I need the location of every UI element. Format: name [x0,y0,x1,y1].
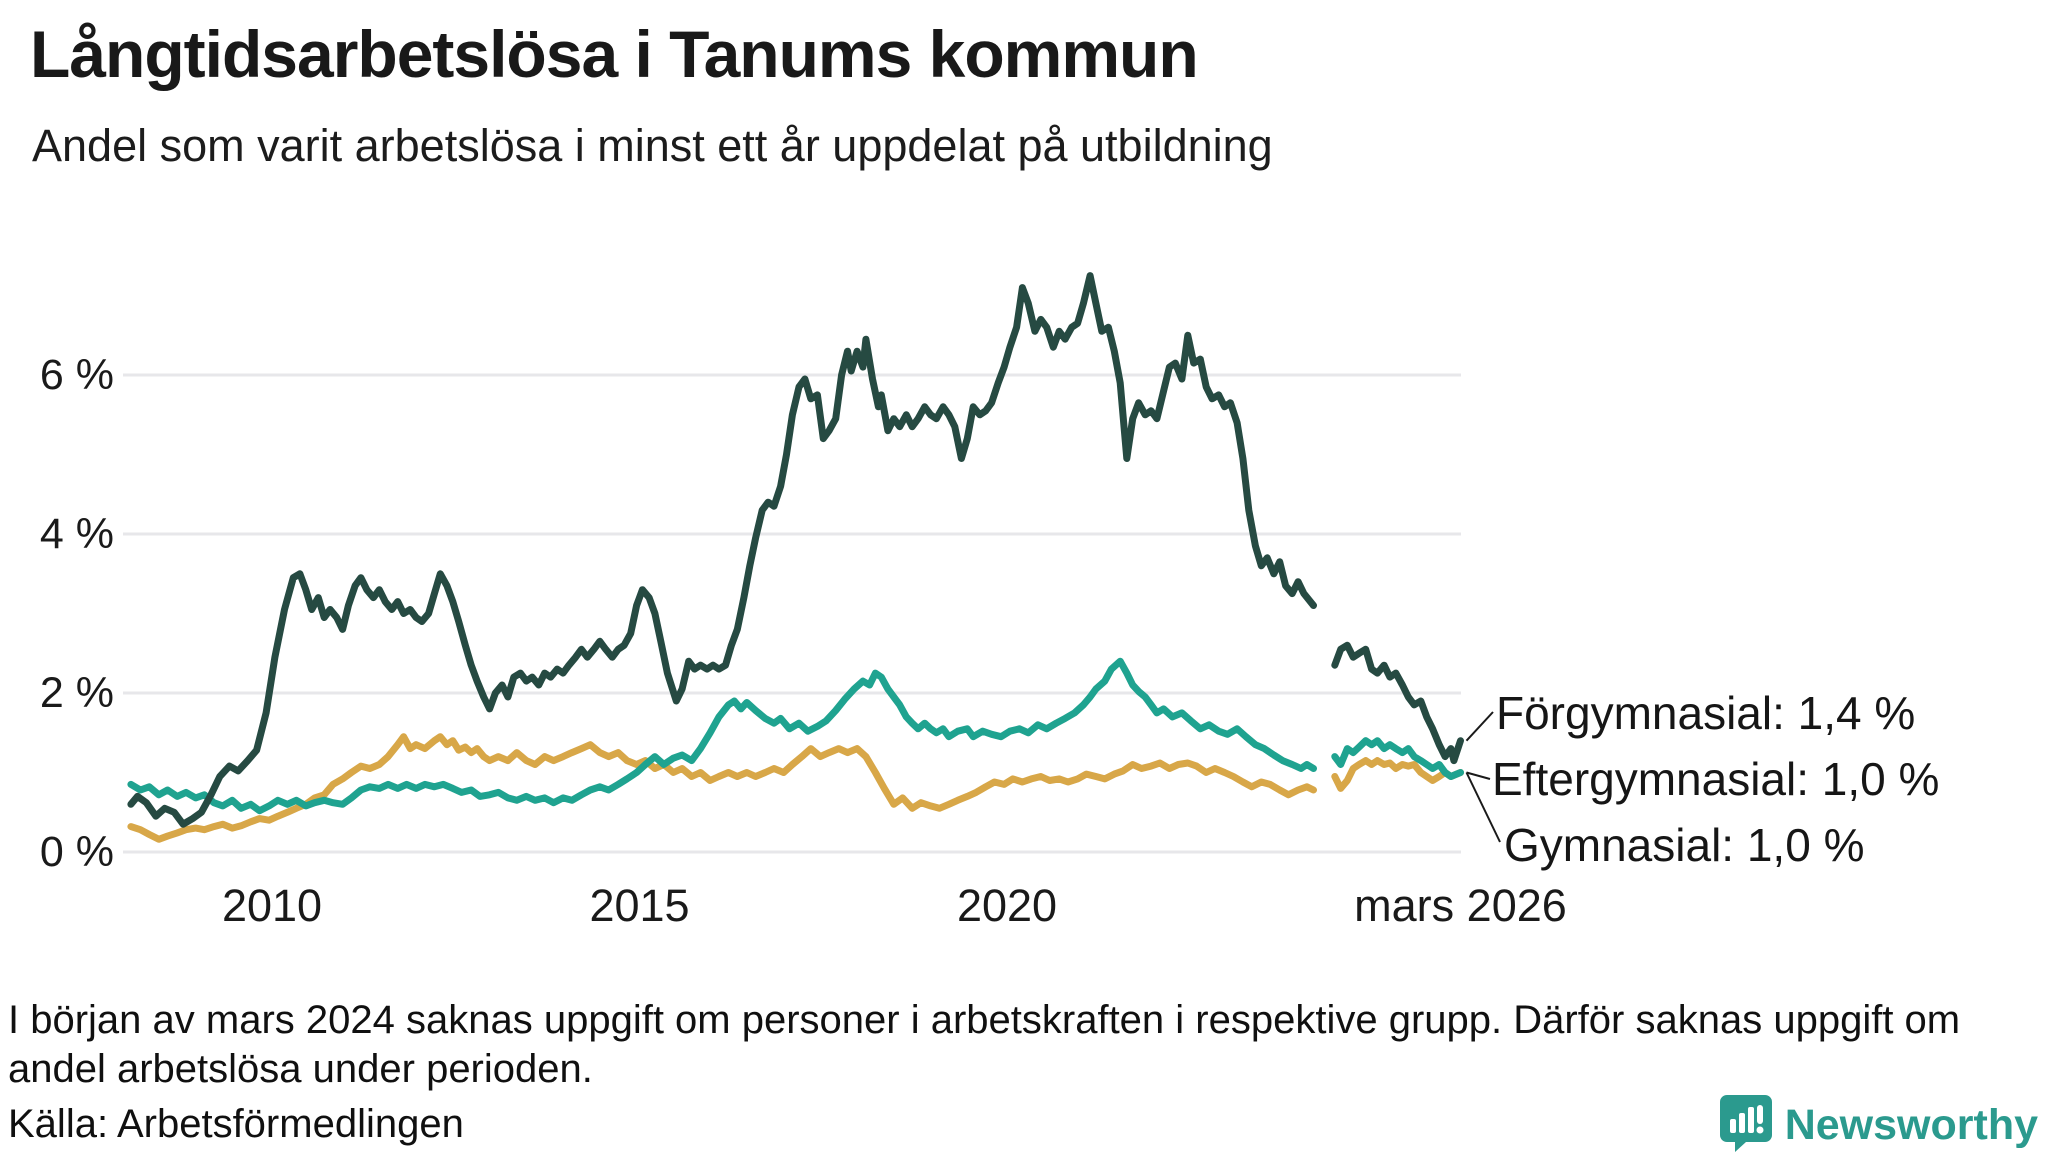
newsworthy-logo: Newsworthy [1719,1094,2038,1152]
series-end-label-eftergymnasial: Eftergymnasial: 1,0 % [1492,753,1940,805]
x-axis-tick-label: 2010 [221,880,323,931]
x-axis-tick-label: 2020 [956,880,1058,931]
series-line-förgymnasial [127,272,1317,828]
y-axis-tick-label: 4 % [39,510,114,558]
x-axis-tick-label: 2015 [589,880,690,931]
x-axis-tick-label: mars 2026 [1354,880,1567,931]
series-line-gymnasial [1331,757,1464,792]
series-end-label-forgymnasial: Förgymnasial: 1,4 % [1496,687,1916,739]
y-axis-tick-label: 0 % [39,828,114,876]
y-axis-tick-label: 2 % [39,669,114,717]
series-line-eftergymnasial [127,657,1317,815]
series-end-label-gymnasial: Gymnasial: 1,0 % [1504,819,1865,871]
label-leader-line [1465,711,1494,742]
chart-subtitle: Andel som varit arbetslösa i minst ett å… [32,120,1273,171]
page-title: Långtidsarbetslösa i Tanums kommun [30,17,1199,91]
series-line-eftergymnasial [1331,737,1464,780]
series-line-förgymnasial [1331,641,1464,765]
newsworthy-chart-bubble-icon [1719,1094,1773,1152]
label-leader-line [1466,771,1491,780]
newsworthy-logo-text: Newsworthy [1784,1101,2038,1149]
footnote-line-1: I början av mars 2024 saknas uppgift om … [8,998,1961,1042]
series-line-gymnasial [127,733,1317,843]
footnote-line-2: andel arbetslösa under perioden. [8,1047,593,1091]
label-leader-line [1465,772,1501,843]
source-label: Källa: Arbetsförmedlingen [8,1102,464,1146]
y-axis-tick-label: 6 % [39,351,114,399]
